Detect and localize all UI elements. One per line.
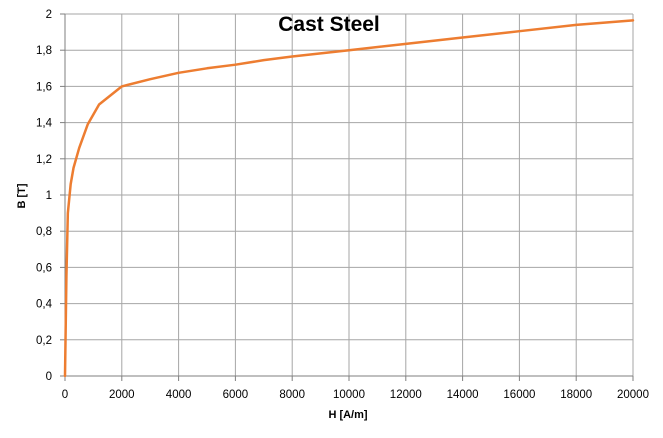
y-tick-label: 2 <box>46 9 52 21</box>
y-tick-label: 0,8 <box>36 226 52 238</box>
y-tick-label: 1,6 <box>36 81 52 93</box>
x-tick-label: 16000 <box>503 389 535 401</box>
y-tick-label: 0,6 <box>36 262 52 274</box>
x-tick-label: 2000 <box>109 389 135 401</box>
x-tick-label: 10000 <box>333 389 365 401</box>
y-tick-label: 1,4 <box>36 118 53 130</box>
chart-title: Cast Steel <box>278 13 380 36</box>
x-tick-label: 4000 <box>166 389 192 401</box>
x-axis-label: H [A/m] <box>328 409 367 421</box>
y-tick-label: 1 <box>46 190 52 202</box>
axes <box>60 13 634 381</box>
x-tick-label: 12000 <box>390 389 422 401</box>
x-tick-label: 18000 <box>560 389 592 401</box>
y-tick-label: 0,2 <box>36 335 52 347</box>
tick-labels: 0 0,2 0,4 0,6 0,8 1 1,2 1,4 1,6 1,8 2 0 2000 4000 6000… <box>36 9 649 401</box>
x-tick-label: 6000 <box>223 389 249 401</box>
y-tick-label: 0 <box>46 371 52 383</box>
x-tick-label: 0 <box>62 389 68 401</box>
y-axis-label: B [T] <box>16 183 28 208</box>
y-tick-label: 1,8 <box>36 45 52 57</box>
series-line <box>63 19 635 378</box>
x-tick-label: 14000 <box>447 389 479 401</box>
series-layer <box>63 19 635 378</box>
gridlines <box>65 13 634 376</box>
x-tick-label: 20000 <box>617 389 649 401</box>
y-tick-label: 1,2 <box>36 154 52 166</box>
x-tick-label: 8000 <box>279 389 305 401</box>
y-tick-label: 0,4 <box>36 299 53 311</box>
